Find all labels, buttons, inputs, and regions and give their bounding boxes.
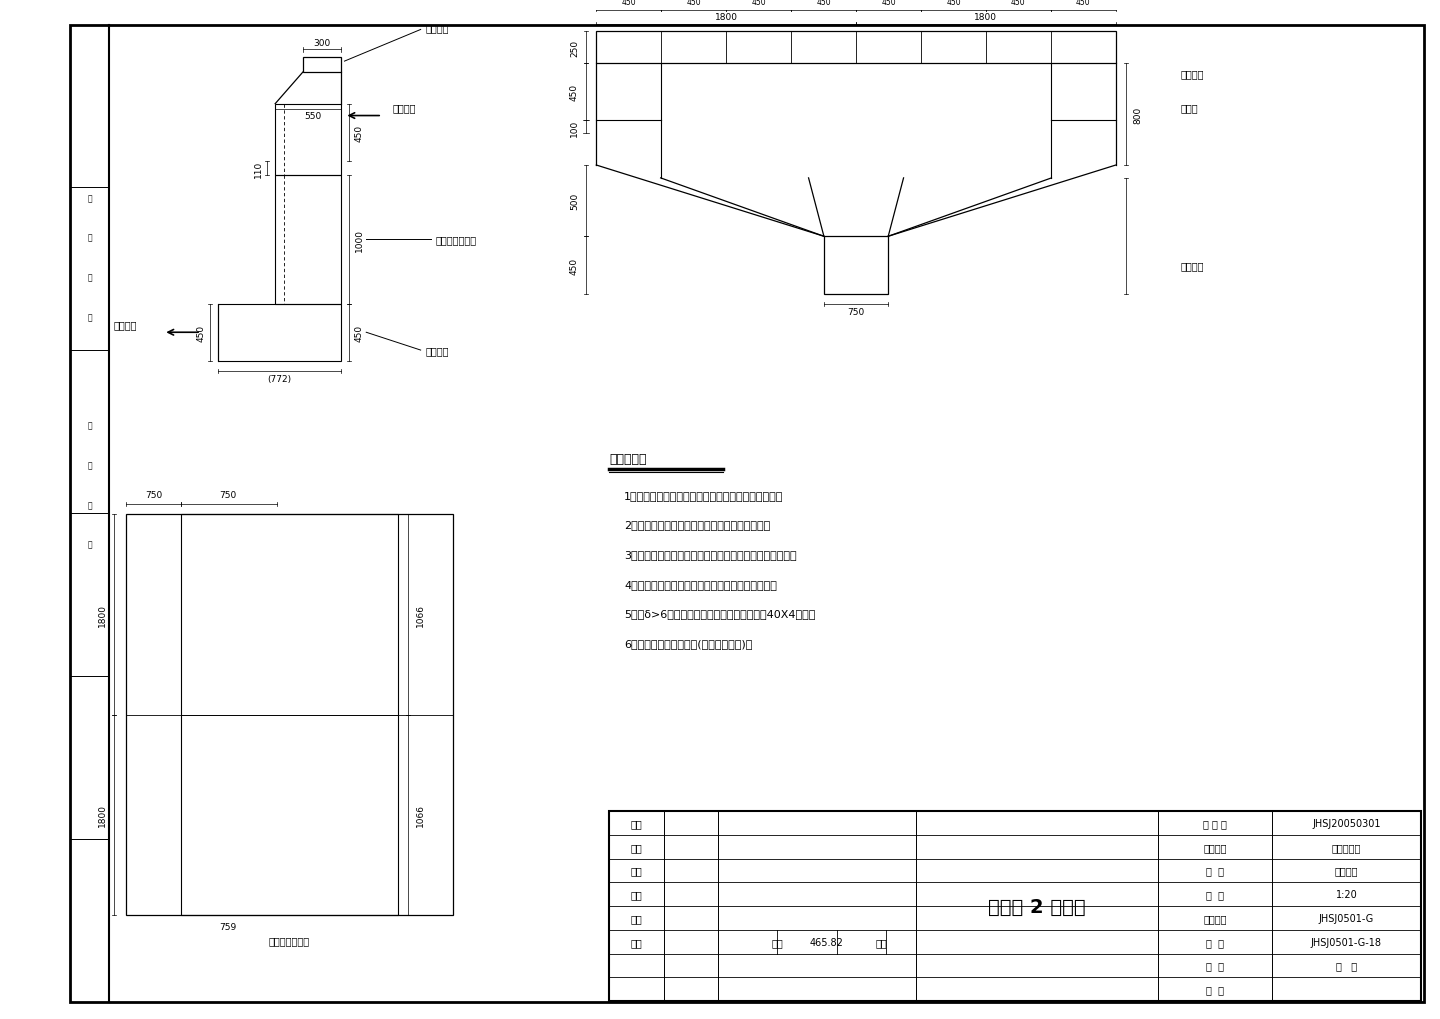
- Text: 罩头部分: 罩头部分: [426, 23, 449, 34]
- Text: 图  号: 图 号: [1207, 936, 1224, 947]
- Text: 所属图号: 所属图号: [1204, 913, 1227, 923]
- Text: 1066: 1066: [416, 804, 425, 826]
- Text: 链算机端部壁板: 链算机端部壁板: [435, 235, 477, 245]
- Text: 6、在罩头内衬砌火水泥(或其它隔热层)。: 6、在罩头内衬砌火水泥(或其它隔热层)。: [624, 638, 752, 648]
- Text: 如强筋: 如强筋: [1181, 104, 1198, 113]
- Text: 链算机端部壁板: 链算机端部壁板: [269, 934, 310, 945]
- Bar: [127, 515, 452, 915]
- Text: 450: 450: [752, 0, 766, 7]
- Text: JHSJ20050301: JHSJ20050301: [1312, 818, 1381, 828]
- Text: 750: 750: [145, 490, 163, 499]
- Text: 750: 750: [847, 308, 864, 317]
- Text: 450: 450: [1011, 0, 1025, 7]
- Text: 250: 250: [570, 40, 579, 57]
- Text: 罩尾部分: 罩尾部分: [1181, 261, 1204, 271]
- Text: 重量: 重量: [772, 936, 783, 947]
- Bar: [596, 33, 1116, 64]
- Text: 450: 450: [354, 124, 364, 142]
- Text: 759: 759: [219, 922, 236, 931]
- Text: 500: 500: [570, 193, 579, 210]
- Bar: [180, 515, 399, 915]
- Text: 日期: 日期: [876, 936, 887, 947]
- Text: 450: 450: [946, 0, 960, 7]
- Text: 通风除尘: 通风除尘: [1335, 866, 1358, 875]
- Text: 制: 制: [88, 500, 92, 510]
- Bar: [275, 175, 341, 305]
- Text: 审定: 审定: [631, 842, 642, 852]
- Bar: [302, 58, 341, 73]
- Text: JHSJ0501-G: JHSJ0501-G: [1319, 913, 1374, 923]
- Text: 450: 450: [816, 0, 831, 7]
- Text: 顺  号: 顺 号: [1207, 984, 1224, 995]
- Text: 110: 110: [253, 160, 264, 177]
- Text: 审批: 审批: [631, 818, 642, 828]
- Text: 共  张: 共 张: [1207, 961, 1224, 971]
- Text: 核: 核: [88, 461, 92, 470]
- Text: 1:20: 1:20: [1335, 890, 1358, 900]
- Text: 800: 800: [1133, 106, 1142, 123]
- Text: 审: 审: [88, 422, 92, 430]
- Text: 1800: 1800: [975, 13, 998, 22]
- Text: 5、当δ>6时，必须开坡口焊接。加强筋采用40X4扁钢。: 5、当δ>6时，必须开坡口焊接。加强筋采用40X4扁钢。: [624, 608, 815, 619]
- Text: (772): (772): [268, 375, 292, 384]
- Bar: [275, 105, 341, 175]
- Bar: [217, 305, 341, 362]
- Text: 位: 位: [88, 313, 92, 322]
- Text: 1066: 1066: [416, 603, 425, 627]
- Text: 450: 450: [196, 324, 206, 341]
- Text: 设计: 设计: [631, 913, 642, 923]
- Text: 100: 100: [570, 119, 579, 137]
- Text: 气流方向: 气流方向: [393, 104, 416, 113]
- Text: 465.82: 465.82: [809, 936, 844, 947]
- Text: 1800: 1800: [714, 13, 737, 22]
- Text: 300: 300: [314, 39, 331, 48]
- Text: JHSJ0501-G-18: JHSJ0501-G-18: [1310, 936, 1382, 947]
- Text: 450: 450: [570, 85, 579, 101]
- Text: 气流方向: 气流方向: [114, 320, 137, 330]
- Text: 3、焊缝全部满焊，焊接牢固，无漏焊，无砂眼，无毛刺。: 3、焊缝全部满焊，焊接牢固，无漏焊，无砂眼，无毛刺。: [624, 549, 796, 559]
- Text: 450: 450: [622, 0, 636, 7]
- Text: 第   张: 第 张: [1336, 961, 1356, 971]
- Text: 1800: 1800: [98, 603, 107, 627]
- Text: 设计阶段: 设计阶段: [1204, 842, 1227, 852]
- Text: 图: 图: [88, 540, 92, 549]
- Text: 450: 450: [881, 0, 896, 7]
- Text: 1000: 1000: [354, 228, 364, 252]
- Text: 450: 450: [1076, 0, 1090, 7]
- Text: 工 程 号: 工 程 号: [1204, 818, 1227, 828]
- Text: 比  例: 比 例: [1207, 890, 1224, 900]
- Text: 校检: 校检: [631, 890, 642, 900]
- Text: 750: 750: [219, 490, 236, 499]
- Text: 罩头部分: 罩头部分: [1181, 69, 1204, 78]
- Bar: [609, 811, 1421, 1002]
- Text: 2、本件应根据现场情况对（）尺寸复核后制作。: 2、本件应根据现场情况对（）尺寸复核后制作。: [624, 520, 770, 530]
- Bar: [824, 237, 888, 294]
- Text: 计: 计: [88, 233, 92, 243]
- Text: 专  业: 专 业: [1207, 866, 1224, 875]
- Text: 抽风罩 2 制作图: 抽风罩 2 制作图: [988, 897, 1086, 916]
- Text: 450: 450: [687, 0, 701, 7]
- Text: 制图: 制图: [631, 936, 642, 947]
- Text: 450: 450: [354, 324, 364, 341]
- Text: 550: 550: [305, 112, 323, 121]
- Text: 1、本抽风罩罩尾部分利用链算机壁板作为罩的一面。: 1、本抽风罩罩尾部分利用链算机壁板作为罩的一面。: [624, 490, 783, 500]
- Text: 制作说明：: 制作说明：: [609, 452, 647, 466]
- Text: 审核: 审核: [631, 866, 642, 875]
- Text: 单: 单: [88, 273, 92, 282]
- Text: 1800: 1800: [98, 804, 107, 826]
- Text: 施工图设计: 施工图设计: [1332, 842, 1361, 852]
- Text: 罩尾部分: 罩尾部分: [426, 345, 449, 356]
- Text: 450: 450: [570, 257, 579, 274]
- Text: 设: 设: [88, 194, 92, 203]
- Text: 4、管件制作完毕，打毛刺，除锈，刷红丹漆两道。: 4、管件制作完毕，打毛刺，除锈，刷红丹漆两道。: [624, 579, 778, 589]
